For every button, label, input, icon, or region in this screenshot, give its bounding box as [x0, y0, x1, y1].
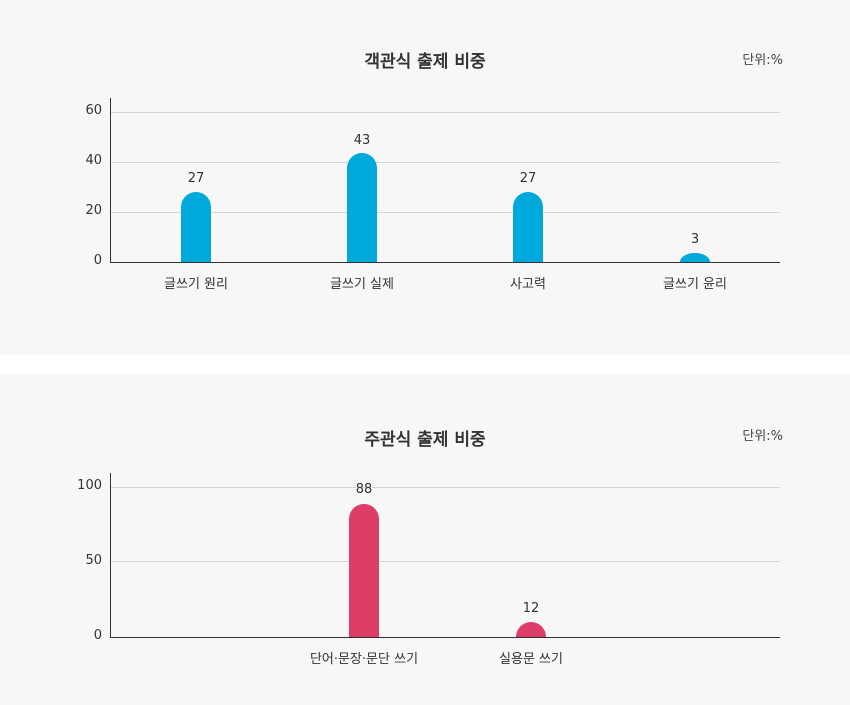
y-tick-label: 40: [85, 153, 102, 168]
y-tick-label: 20: [85, 203, 102, 218]
gridline: [111, 162, 780, 163]
y-tick-label: 0: [93, 628, 102, 643]
chart-title: 주관식 출제 비중: [364, 430, 486, 450]
x-tick-label: 글쓰기 윤리: [663, 277, 727, 292]
x-tick-label: 글쓰기 원리: [164, 277, 228, 292]
bar-thinking-skills: [513, 192, 543, 262]
value-label: 43: [353, 133, 371, 148]
bar-writing-practice: [347, 153, 377, 262]
bar-word-sentence-paragraph-writing: [349, 504, 379, 637]
gridline: [111, 112, 780, 113]
objective-chart-panel: 객관식 출제 비중 단위:% 60 40 20 0 27 글쓰기 원리 43 글…: [85, 52, 783, 292]
value-label: 12: [522, 601, 540, 616]
y-tick-label: 0: [93, 253, 102, 268]
gridline: [111, 561, 780, 562]
bar-writing-principles: [181, 192, 211, 262]
value-label: 88: [355, 482, 373, 497]
value-label: 3: [690, 232, 700, 247]
y-axis: [110, 473, 111, 637]
y-tick-label: 60: [85, 103, 102, 118]
x-tick-label: 단어·문장·문단 쓰기: [309, 652, 419, 667]
unit-label: 단위:%: [742, 53, 783, 68]
gridline: [111, 487, 780, 488]
bar-writing-ethics: [680, 253, 710, 262]
y-tick-label: 100: [77, 478, 102, 493]
y-axis: [110, 98, 111, 263]
gridline: [111, 212, 780, 213]
x-axis: [110, 262, 780, 263]
x-axis: [110, 637, 780, 638]
x-tick-label: 글쓰기 실제: [330, 277, 394, 292]
bar-practical-writing: [516, 622, 546, 637]
chart-title: 객관식 출제 비중: [364, 52, 486, 72]
x-tick-label: 실용문 쓰기: [499, 652, 563, 667]
y-tick-label: 50: [85, 553, 102, 568]
unit-label: 단위:%: [742, 429, 783, 444]
x-tick-label: 사고력: [510, 277, 546, 292]
subjective-chart-panel: 주관식 출제 비중 단위:% 100 50 0 88 단어·문장·문단 쓰기 1…: [0, 374, 850, 705]
value-label: 27: [187, 171, 205, 186]
value-label: 27: [519, 171, 537, 186]
